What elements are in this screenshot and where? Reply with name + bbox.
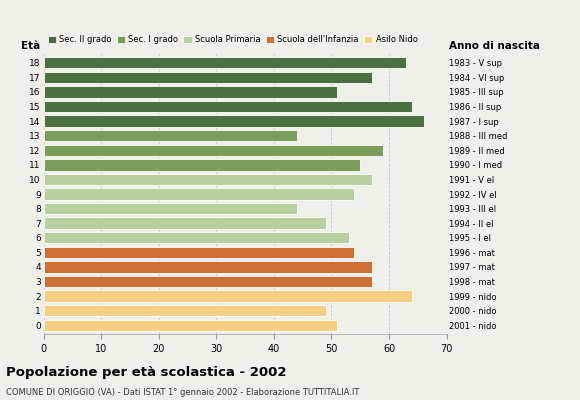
Bar <box>44 159 360 170</box>
Legend: Sec. II grado, Sec. I grado, Scuola Primaria, Scuola dell'Infanzia, Asilo Nido: Sec. II grado, Sec. I grado, Scuola Prim… <box>48 35 418 44</box>
Bar <box>44 101 412 112</box>
Text: Anno di nascita: Anno di nascita <box>448 41 539 51</box>
Bar <box>44 218 326 229</box>
Bar <box>44 232 349 244</box>
Bar <box>44 290 412 302</box>
Bar <box>44 305 326 316</box>
Text: Età: Età <box>21 41 41 51</box>
Bar <box>44 86 337 98</box>
Bar <box>44 261 372 273</box>
Bar <box>44 115 423 127</box>
Text: COMUNE DI ORIGGIO (VA) - Dati ISTAT 1° gennaio 2002 - Elaborazione TUTTITALIA.IT: COMUNE DI ORIGGIO (VA) - Dati ISTAT 1° g… <box>6 388 359 397</box>
Text: Popolazione per età scolastica - 2002: Popolazione per età scolastica - 2002 <box>6 366 287 379</box>
Bar <box>44 72 372 83</box>
Bar <box>44 57 406 68</box>
Bar <box>44 174 372 185</box>
Bar <box>44 130 297 141</box>
Bar <box>44 320 337 331</box>
Bar <box>44 276 372 287</box>
Bar <box>44 188 354 200</box>
Bar <box>44 247 354 258</box>
Bar <box>44 203 297 214</box>
Bar <box>44 144 383 156</box>
